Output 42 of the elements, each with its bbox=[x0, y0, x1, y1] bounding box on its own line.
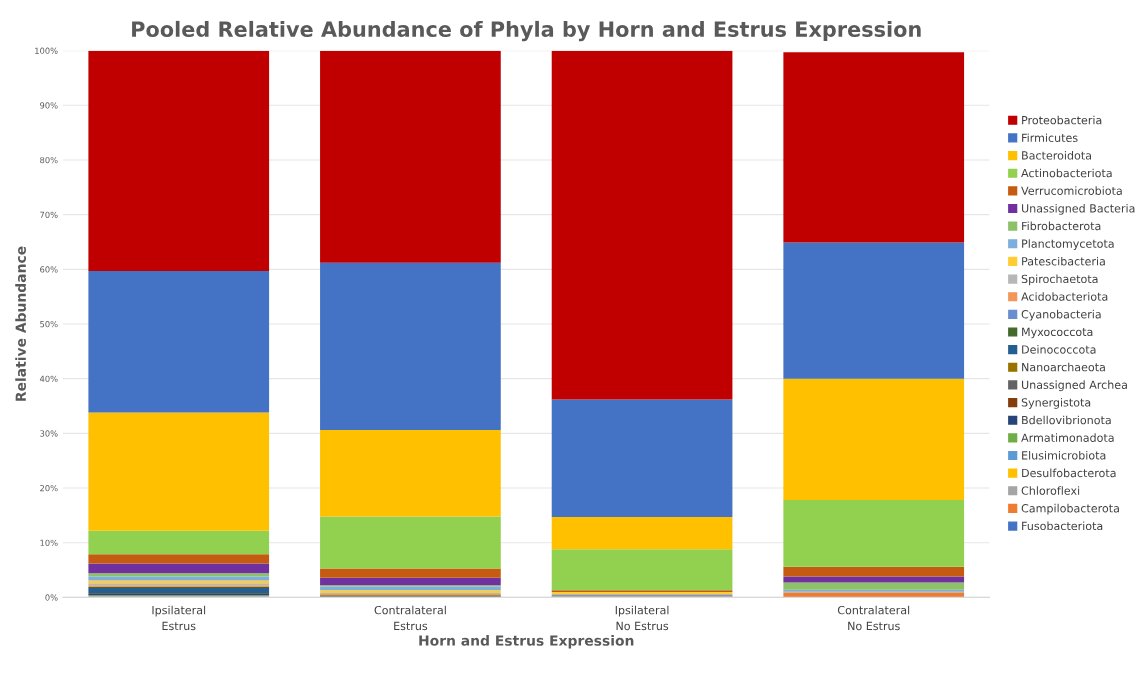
legend-label: Campilobacterota bbox=[1021, 503, 1119, 515]
legend-label: Synergistota bbox=[1021, 398, 1091, 409]
legend-label: Myxococcota bbox=[1022, 327, 1093, 339]
legend-label: Desulfobacterota bbox=[1022, 468, 1116, 478]
legend-label: Verrucomicrobiota bbox=[1021, 186, 1122, 195]
legend-label: Cyanobacteria bbox=[1021, 309, 1101, 321]
x-axis-title: Horn and Estrus Expression bbox=[419, 635, 634, 649]
legend-label: Chloroflexi bbox=[1021, 486, 1080, 495]
y-axis-title: Relative Abundance bbox=[15, 246, 26, 401]
legend-label: Acidobacteriota bbox=[1021, 292, 1108, 301]
y-tick-label: 30% bbox=[40, 430, 58, 437]
legend-label: Firmicutes bbox=[1022, 133, 1078, 142]
legend-label: Deinococcota bbox=[1022, 345, 1096, 354]
legend-label: Unassigned Bacteria bbox=[1022, 203, 1135, 215]
x-tick-label: Contralateral No Estrus bbox=[837, 605, 910, 631]
legend-label: Elusimicrobiota bbox=[1022, 450, 1106, 460]
y-tick-label: 0% bbox=[45, 594, 58, 601]
y-tick-label: 20% bbox=[40, 485, 58, 492]
y-tick-label: 10% bbox=[40, 539, 58, 546]
chart-title: Pooled Relative Abundance of Phyla by Horn and Estrus Expression bbox=[132, 20, 921, 42]
legend-label: Proteobacteria bbox=[1022, 115, 1102, 125]
legend-label: Armatimonadota bbox=[1021, 433, 1114, 442]
y-tick-label: 40% bbox=[39, 375, 58, 382]
legend-label: Planctomycetota bbox=[1022, 239, 1114, 250]
legend-label: Bdellovibrionota bbox=[1022, 415, 1111, 425]
legend-label: Fibrobacterota bbox=[1022, 221, 1101, 231]
x-tick-label: Ipsilateral Estrus bbox=[152, 605, 206, 631]
y-tick-label: 100% bbox=[35, 47, 58, 54]
y-tick-label: 90% bbox=[40, 102, 58, 109]
y-tick-label: 50% bbox=[40, 320, 58, 328]
y-tick-label: 70% bbox=[40, 211, 58, 218]
legend-label: Nanoarchaeota bbox=[1022, 362, 1105, 372]
x-tick-label: Contralateral Estrus bbox=[374, 605, 446, 631]
legend-label: Fusobacteriota bbox=[1022, 521, 1103, 531]
x-tick-label: Ipsilateral No Estrus bbox=[615, 605, 669, 631]
legend-label: Spirochaetota bbox=[1021, 274, 1098, 286]
legend-label: Unassigned Archea bbox=[1022, 380, 1127, 392]
legend-label: Patescibacteria bbox=[1022, 256, 1105, 266]
y-tick-label: 80% bbox=[40, 156, 58, 164]
legend-label: Actinobacteriota bbox=[1021, 168, 1112, 178]
legend-label: Bacteroidota bbox=[1022, 151, 1091, 160]
y-tick-label: 60% bbox=[40, 266, 58, 273]
